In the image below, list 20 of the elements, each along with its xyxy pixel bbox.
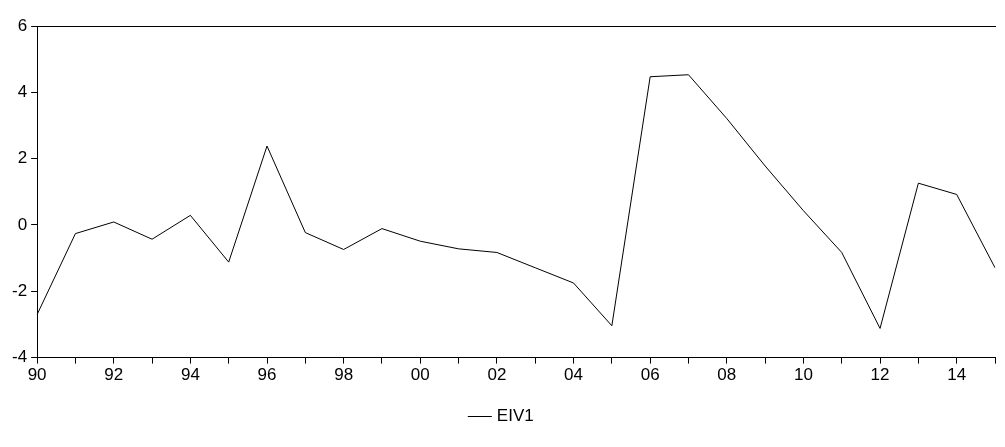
x-tick-label: 06	[640, 365, 660, 385]
x-tick-label: 98	[334, 365, 354, 385]
x-tick-label: 12	[870, 365, 890, 385]
x-tick-label: 92	[104, 365, 124, 385]
x-tick-label: 94	[180, 365, 200, 385]
x-tick-label: 14	[947, 365, 967, 385]
y-tick-label: -2	[11, 280, 28, 300]
x-tick-label: 00	[410, 365, 430, 385]
x-tick-label: 02	[487, 365, 507, 385]
y-tick-label: 4	[17, 82, 28, 102]
x-tick-label: 90	[27, 365, 47, 385]
x-tick-label: 04	[564, 365, 583, 385]
y-tick-label: 2	[17, 148, 28, 168]
y-tick-label: 6	[17, 15, 28, 35]
x-tick-label: 08	[717, 365, 737, 385]
x-tick-label: 10	[793, 365, 813, 385]
legend-label: EIV1	[496, 406, 534, 426]
y-tick-label: -4	[11, 347, 28, 367]
x-tick-label: 96	[257, 365, 277, 385]
y-tick-label: 0	[17, 214, 28, 234]
